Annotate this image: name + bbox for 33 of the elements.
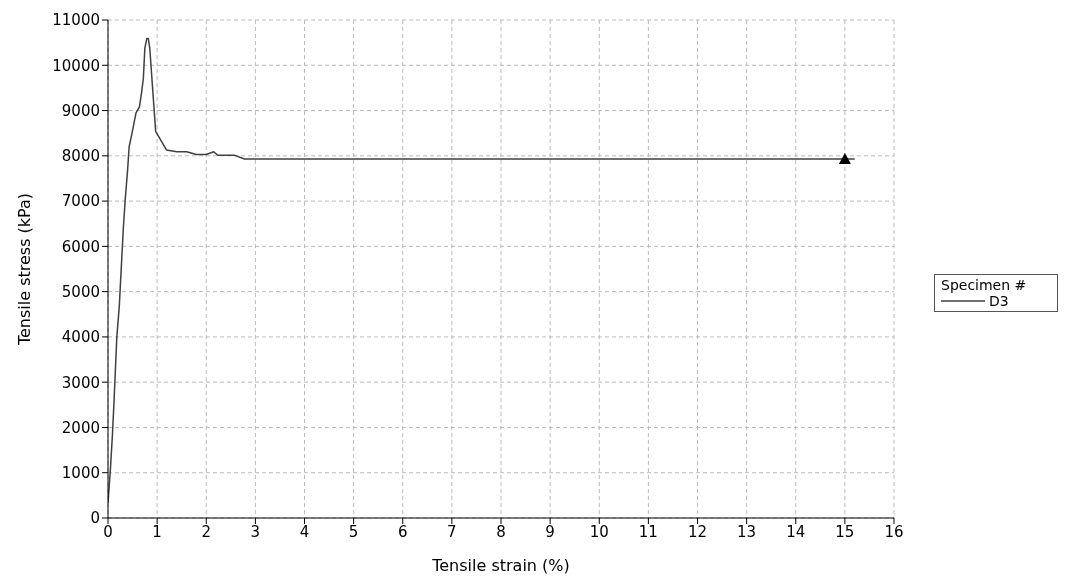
y-tick-label: 11000 — [52, 11, 100, 30]
x-tick-label: 16 — [884, 522, 904, 541]
y-tick-label: 8000 — [61, 147, 100, 166]
x-tick-label: 6 — [397, 522, 408, 541]
y-tick-label: 1000 — [61, 464, 100, 483]
x-tick-label: 10 — [589, 522, 609, 541]
x-tick-label: 9 — [545, 522, 555, 541]
y-tick-label: 7000 — [61, 192, 100, 211]
y-tick-label: 6000 — [61, 237, 100, 256]
y-tick-label: 10000 — [52, 56, 100, 75]
legend-title: Specimen # — [941, 277, 1028, 293]
y-tick-label: 4000 — [61, 328, 100, 347]
x-tick-label: 4 — [299, 522, 310, 541]
x-tick-label: 0 — [103, 522, 113, 541]
y-tick-label: 0 — [90, 509, 100, 528]
y-axis-title: Tensile stress (kPa) — [14, 192, 34, 347]
x-tick-label: 11 — [638, 522, 658, 541]
y-tick-label: 5000 — [61, 282, 100, 301]
x-tick-label: 7 — [447, 522, 457, 541]
legend-label: D3 — [989, 293, 1009, 309]
x-axis-title: Tensile strain (%) — [431, 556, 570, 576]
x-tick-label: 13 — [737, 522, 757, 541]
y-tick-label: 3000 — [61, 373, 100, 392]
x-tick-label: 12 — [687, 522, 708, 541]
x-tick-label: 1 — [152, 522, 162, 541]
y-tick-label: 2000 — [61, 418, 100, 437]
x-tick-label: 14 — [786, 522, 806, 541]
x-tick-label: 5 — [348, 522, 359, 541]
x-tick-label: 2 — [201, 522, 212, 541]
y-tick-label: 9000 — [61, 101, 100, 120]
x-tick-label: 15 — [835, 522, 855, 541]
x-tick-label: 8 — [496, 522, 506, 541]
x-tick-label: 3 — [250, 522, 261, 541]
